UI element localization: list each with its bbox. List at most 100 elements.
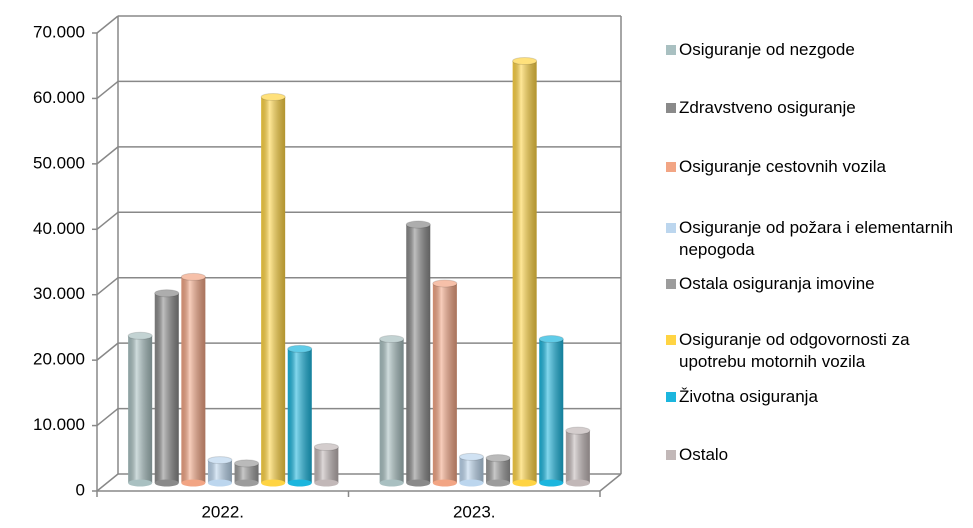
bar-shade xyxy=(512,60,537,483)
x-tick-label: 2023. xyxy=(453,502,496,521)
bar-top xyxy=(485,454,511,463)
grid-line xyxy=(96,407,119,427)
bar-shade xyxy=(181,276,206,483)
bar-shade xyxy=(287,348,312,483)
bar-base xyxy=(314,479,339,487)
bar-top-shine xyxy=(261,93,286,101)
bar-top xyxy=(512,56,538,65)
legend-item: Zdravstveno osiguranje xyxy=(666,97,972,119)
legend-swatch xyxy=(666,335,676,345)
bar-shade xyxy=(379,339,404,483)
legend-item: Ostalo xyxy=(666,444,972,466)
bar-top-shine xyxy=(234,459,259,467)
bar-top-shine xyxy=(486,454,511,462)
bar-top-shine xyxy=(181,273,206,281)
legend-swatch xyxy=(666,392,676,402)
y-tick-label: 20.000 xyxy=(33,350,85,369)
legend-label: Osiguranje od požara i elementarnih nepo… xyxy=(679,218,954,259)
grid-line xyxy=(96,211,119,230)
bar-base xyxy=(287,479,312,487)
grid-line xyxy=(96,342,119,361)
legend-label: Životna osiguranja xyxy=(679,387,818,406)
legend-swatch xyxy=(666,45,676,55)
legend-label: Ostalo xyxy=(679,445,729,464)
bar-shade xyxy=(539,339,564,483)
grid-line xyxy=(96,80,119,100)
bar-top xyxy=(432,279,458,288)
legend-item: Osiguranje od odgovornosti za upotrebu m… xyxy=(666,329,972,373)
legend-item: Ostala osiguranja imovine xyxy=(666,273,972,295)
legend-swatch xyxy=(666,103,676,113)
bar-base xyxy=(234,479,259,487)
bar-base xyxy=(512,479,537,487)
bar-base xyxy=(539,479,564,487)
legend-swatch xyxy=(666,279,676,289)
bar-top-shine xyxy=(314,443,339,451)
bar-top-shine xyxy=(512,57,537,65)
bar-base xyxy=(459,479,484,487)
y-tick-label: 40.000 xyxy=(33,219,85,238)
bar-top xyxy=(458,452,484,461)
legend-label: Osiguranje od nezgode xyxy=(679,40,855,59)
y-tick-label: 50.000 xyxy=(33,153,85,172)
legend-swatch xyxy=(666,162,676,172)
floor-edge xyxy=(599,473,622,492)
legend-item: Životna osiguranja xyxy=(666,386,972,408)
bar-top xyxy=(234,459,260,468)
bar-top xyxy=(405,220,431,229)
bar-shade xyxy=(234,463,259,483)
legend-item: Osiguranje cestovnih vozila xyxy=(666,156,972,178)
y-tick-label: 0 xyxy=(76,480,85,499)
bar-base xyxy=(207,479,232,487)
bar-top xyxy=(180,272,206,281)
bar-shade xyxy=(432,283,457,483)
bar-top xyxy=(287,344,313,353)
bar-base xyxy=(154,479,179,487)
bar-top xyxy=(127,331,153,340)
legend-swatch xyxy=(666,450,676,460)
bar-shade xyxy=(154,293,179,483)
bar-top-shine xyxy=(154,289,179,297)
bar-shade xyxy=(314,447,339,483)
bar-top-shine xyxy=(432,279,457,287)
grid-line xyxy=(96,473,119,492)
bar-shade xyxy=(486,458,511,483)
bar-top xyxy=(379,335,405,344)
grid-line xyxy=(96,277,119,296)
bar-base xyxy=(565,479,590,487)
y-tick-label: 30.000 xyxy=(33,284,85,303)
bar-shade xyxy=(207,460,232,483)
bar-top-shine xyxy=(379,335,404,343)
bar-shade xyxy=(406,224,431,484)
y-tick-label: 60.000 xyxy=(33,88,85,107)
bar-top-shine xyxy=(539,335,564,343)
bar-shade xyxy=(459,456,484,483)
bar-base xyxy=(432,479,457,487)
bar-top xyxy=(260,92,286,101)
bar-base xyxy=(181,479,206,487)
bar-top xyxy=(565,426,591,435)
bar-top-shine xyxy=(459,453,484,461)
bar-shade xyxy=(261,96,286,483)
y-tick-label: 10.000 xyxy=(33,415,85,434)
legend-label: Ostala osiguranja imovine xyxy=(679,274,875,293)
legend-item: Osiguranje od nezgode xyxy=(666,39,972,61)
bar-top xyxy=(207,456,233,465)
bar-top-shine xyxy=(207,456,232,464)
bar-top-shine xyxy=(406,221,431,229)
x-tick-label: 2022. xyxy=(201,502,244,521)
legend-label: Osiguranje od odgovornosti za upotrebu m… xyxy=(679,330,910,371)
bar-base xyxy=(486,479,511,487)
bar-top-shine xyxy=(128,332,153,340)
bar-top xyxy=(538,335,564,344)
bar-top-shine xyxy=(287,345,312,353)
bar-base xyxy=(406,479,431,487)
bar-top xyxy=(313,443,339,452)
bar-base xyxy=(379,479,404,487)
legend-swatch xyxy=(666,223,676,233)
legend-label: Zdravstveno osiguranje xyxy=(679,98,856,117)
bar-top-shine xyxy=(565,427,590,435)
y-tick-label: 70.000 xyxy=(33,22,85,41)
